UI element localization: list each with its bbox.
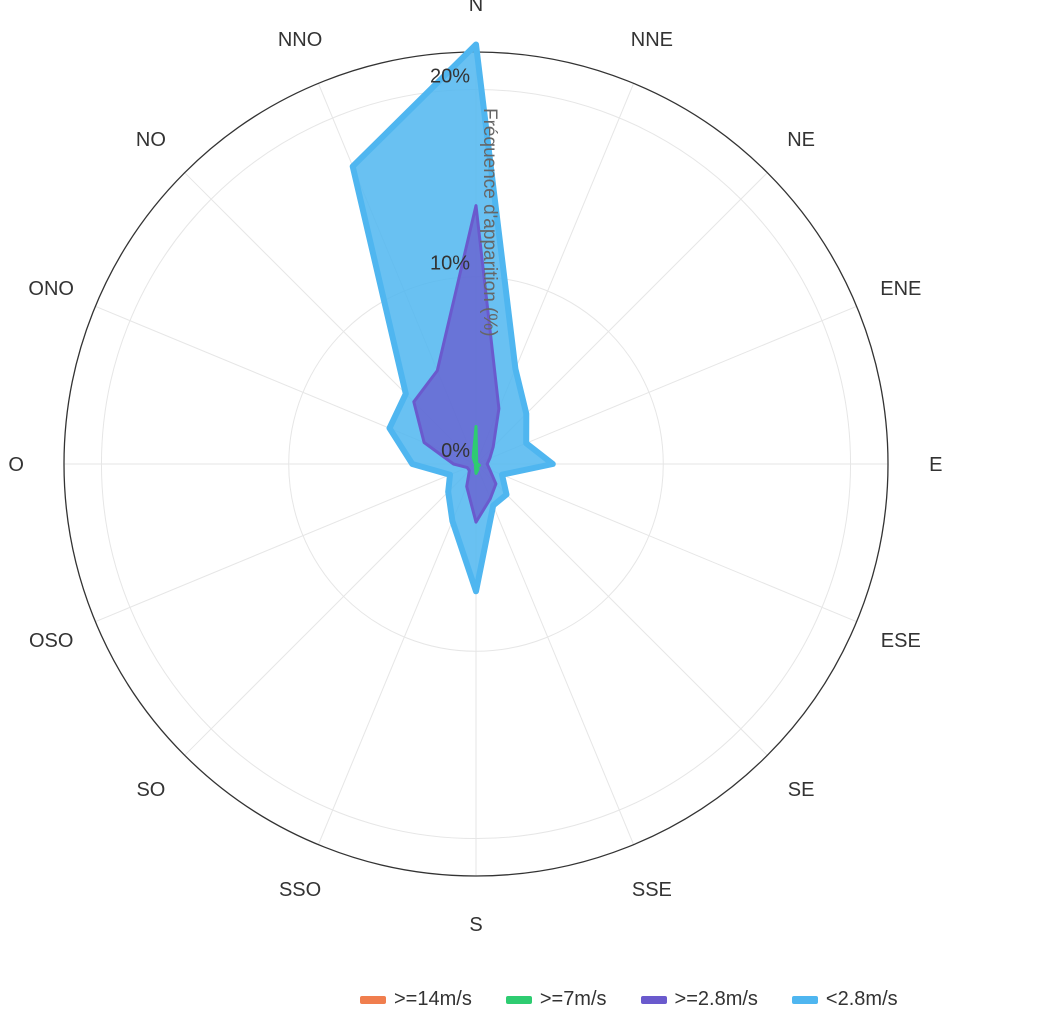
radial-axis-title: Fréquence d'apparition (%): [479, 108, 500, 337]
series-area-7m-s: [471, 425, 481, 475]
direction-label-s: S: [469, 914, 482, 936]
legend-label: >=2.8m/s: [674, 988, 758, 1010]
direction-label-se: SE: [788, 779, 815, 801]
direction-label-no: NO: [136, 129, 166, 151]
direction-label-so: SO: [136, 779, 165, 801]
grid-spoke-oso: [95, 463, 477, 623]
direction-label-e: E: [929, 454, 942, 476]
legend-swatch: [360, 995, 386, 1004]
direction-label-ene: ENE: [880, 278, 921, 300]
radial-tick-label-2: 20%: [430, 66, 470, 88]
legend-swatch: [505, 995, 532, 1004]
legend: >=14m/s >=7m/s >=2.8m/s <2.8m/s: [360, 988, 898, 1011]
radial-tick-label-1: 10%: [430, 253, 470, 275]
grid-spoke-se: [475, 463, 768, 756]
legend-item-14m-s[interactable]: >=14m/s: [360, 988, 472, 1011]
grid-spoke-sse: [475, 463, 635, 845]
direction-label-sso: SSO: [279, 879, 321, 901]
direction-label-ne: NE: [787, 129, 815, 151]
legend-label: >=14m/s: [394, 988, 472, 1010]
grid-spoke-ese: [475, 463, 857, 623]
direction-label-o: O: [8, 454, 24, 476]
legend-label: >=7m/s: [539, 988, 607, 1010]
grid-spoke-sso: [317, 463, 477, 845]
legend-label: <2.8m/s: [825, 988, 898, 1010]
direction-label-ono: ONO: [28, 278, 74, 300]
direction-label-n: N: [469, 0, 483, 16]
grid-spoke-ene: [475, 305, 857, 465]
direction-label-oso: OSO: [29, 630, 73, 652]
legend-item-2-8m-s[interactable]: >=2.8m/s: [640, 988, 758, 1011]
legend-swatch: [791, 995, 818, 1004]
legend-item-2-8m-s[interactable]: <2.8m/s: [791, 988, 898, 1011]
direction-label-nne: NNE: [631, 29, 673, 51]
legend-item-7m-s[interactable]: >=7m/s: [505, 988, 607, 1011]
legend-swatch: [640, 995, 667, 1004]
direction-label-sse: SSE: [632, 879, 672, 901]
radial-tick-label-0: 0%: [441, 440, 470, 462]
direction-label-nno: NNO: [278, 29, 322, 51]
direction-label-ese: ESE: [881, 630, 921, 652]
grid-spoke-so: [184, 463, 477, 756]
